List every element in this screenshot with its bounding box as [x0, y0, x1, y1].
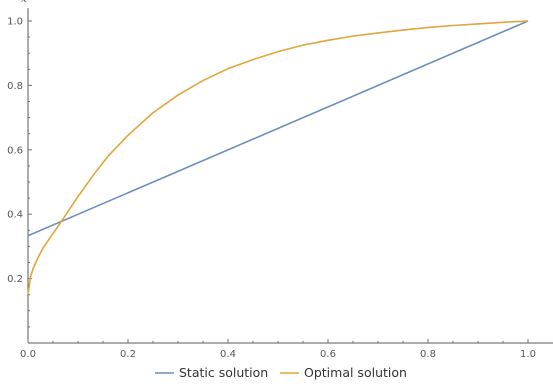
- legend-label-1: Optimal solution: [304, 365, 407, 380]
- y-tick-label: 0.6: [7, 145, 23, 156]
- y-tick-label: 0.4: [7, 210, 23, 221]
- series-lines: [27, 20, 529, 295]
- legend: Static solution Optimal solution: [155, 365, 407, 380]
- axes: qx: [21, 0, 553, 344]
- x-tick-label: 0.6: [320, 349, 336, 360]
- x-tick-label: 1.0: [520, 349, 536, 360]
- y-tick-label: 1.0: [7, 17, 23, 28]
- x-tick-label: 0.8: [420, 349, 436, 360]
- series-line-1: [27, 20, 529, 295]
- x-tick-label: 0.2: [120, 349, 136, 360]
- x-tick-label: 0.4: [220, 349, 236, 360]
- y-tick-label: 0.2: [7, 274, 23, 285]
- x-tick-label: 0.0: [20, 349, 36, 360]
- y-axis-title: x: [21, 0, 27, 5]
- axis-ticks: 0.0 0.2 0.4 0.6 0.8 1.0 0.2 0.4 0.6 0.8 1.0: [7, 17, 536, 361]
- y-tick-label: 0.8: [7, 81, 23, 92]
- series-line-0: [27, 20, 529, 237]
- legend-label-0: Static solution: [179, 365, 268, 380]
